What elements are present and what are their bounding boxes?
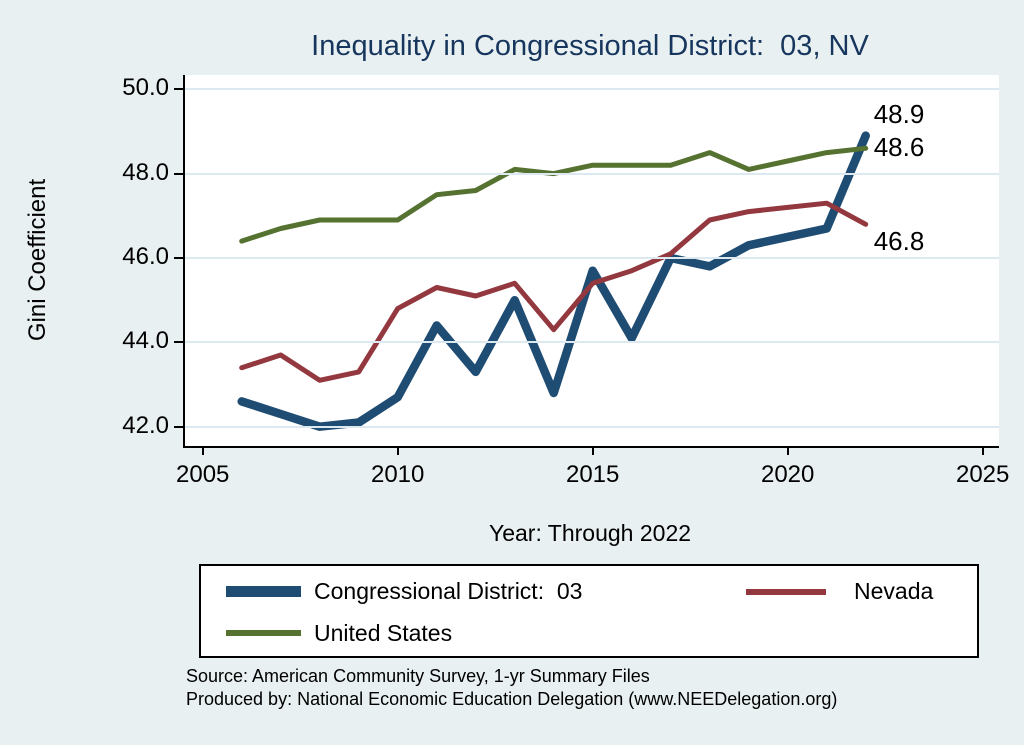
series-line-2 xyxy=(239,145,869,244)
series-line-0 xyxy=(237,131,870,431)
legend-swatch-us xyxy=(226,630,301,636)
y-tick-label: 48.0 xyxy=(122,158,169,186)
y-tick-label: 44.0 xyxy=(122,327,169,355)
legend: Congressional District: 03 Nevada United… xyxy=(199,564,979,658)
y-tick-label: 50.0 xyxy=(122,74,169,102)
source-line-2: Produced by: National Economic Education… xyxy=(186,689,838,709)
x-tick xyxy=(981,446,984,455)
legend-swatch-cd03 xyxy=(226,586,301,597)
legend-label-nevada: Nevada xyxy=(854,578,934,604)
legend-swatch-nevada xyxy=(746,589,826,595)
end-label: 48.9 xyxy=(873,98,925,129)
x-tick-label: 2010 xyxy=(370,461,425,488)
x-tick xyxy=(786,446,789,455)
y-tick-label: 42.0 xyxy=(122,411,169,439)
y-tick xyxy=(174,425,183,428)
series-line-1 xyxy=(239,200,869,383)
x-tick xyxy=(591,446,594,455)
gridline xyxy=(185,257,999,259)
gridline xyxy=(185,172,999,175)
gridline xyxy=(185,425,999,428)
x-tick-label: 2020 xyxy=(760,461,815,488)
x-tick-label: 2015 xyxy=(565,461,620,488)
end-label: 46.8 xyxy=(873,226,925,257)
x-tick-label: 2005 xyxy=(176,461,230,488)
legend-label-cd03: Congressional District: 03 xyxy=(314,578,583,604)
y-tick xyxy=(174,257,183,259)
gridline xyxy=(185,341,999,344)
x-axis-title: Year: Through 2022 xyxy=(488,520,692,546)
chart-title: Inequality in Congressional District: 03… xyxy=(311,30,869,62)
gridline xyxy=(185,88,999,91)
source-line-1: Source: American Community Survey, 1-yr … xyxy=(186,666,650,686)
y-tick xyxy=(174,172,183,175)
legend-label-us: United States xyxy=(314,620,453,646)
end-label: 48.6 xyxy=(873,132,925,163)
chart-svg xyxy=(237,131,870,431)
y-tick-label: 46.0 xyxy=(122,243,169,270)
x-tick-label: 2025 xyxy=(955,461,1010,488)
plot-area: 50.0 48.0 46.0 44.0 42.0 2005 2010 2015 2020 2025… xyxy=(122,74,1009,488)
x-tick xyxy=(201,446,204,455)
y-tick xyxy=(174,88,183,91)
y-axis-title: Gini Coefficient xyxy=(24,178,51,342)
x-tick xyxy=(396,446,399,455)
y-tick xyxy=(174,341,183,344)
